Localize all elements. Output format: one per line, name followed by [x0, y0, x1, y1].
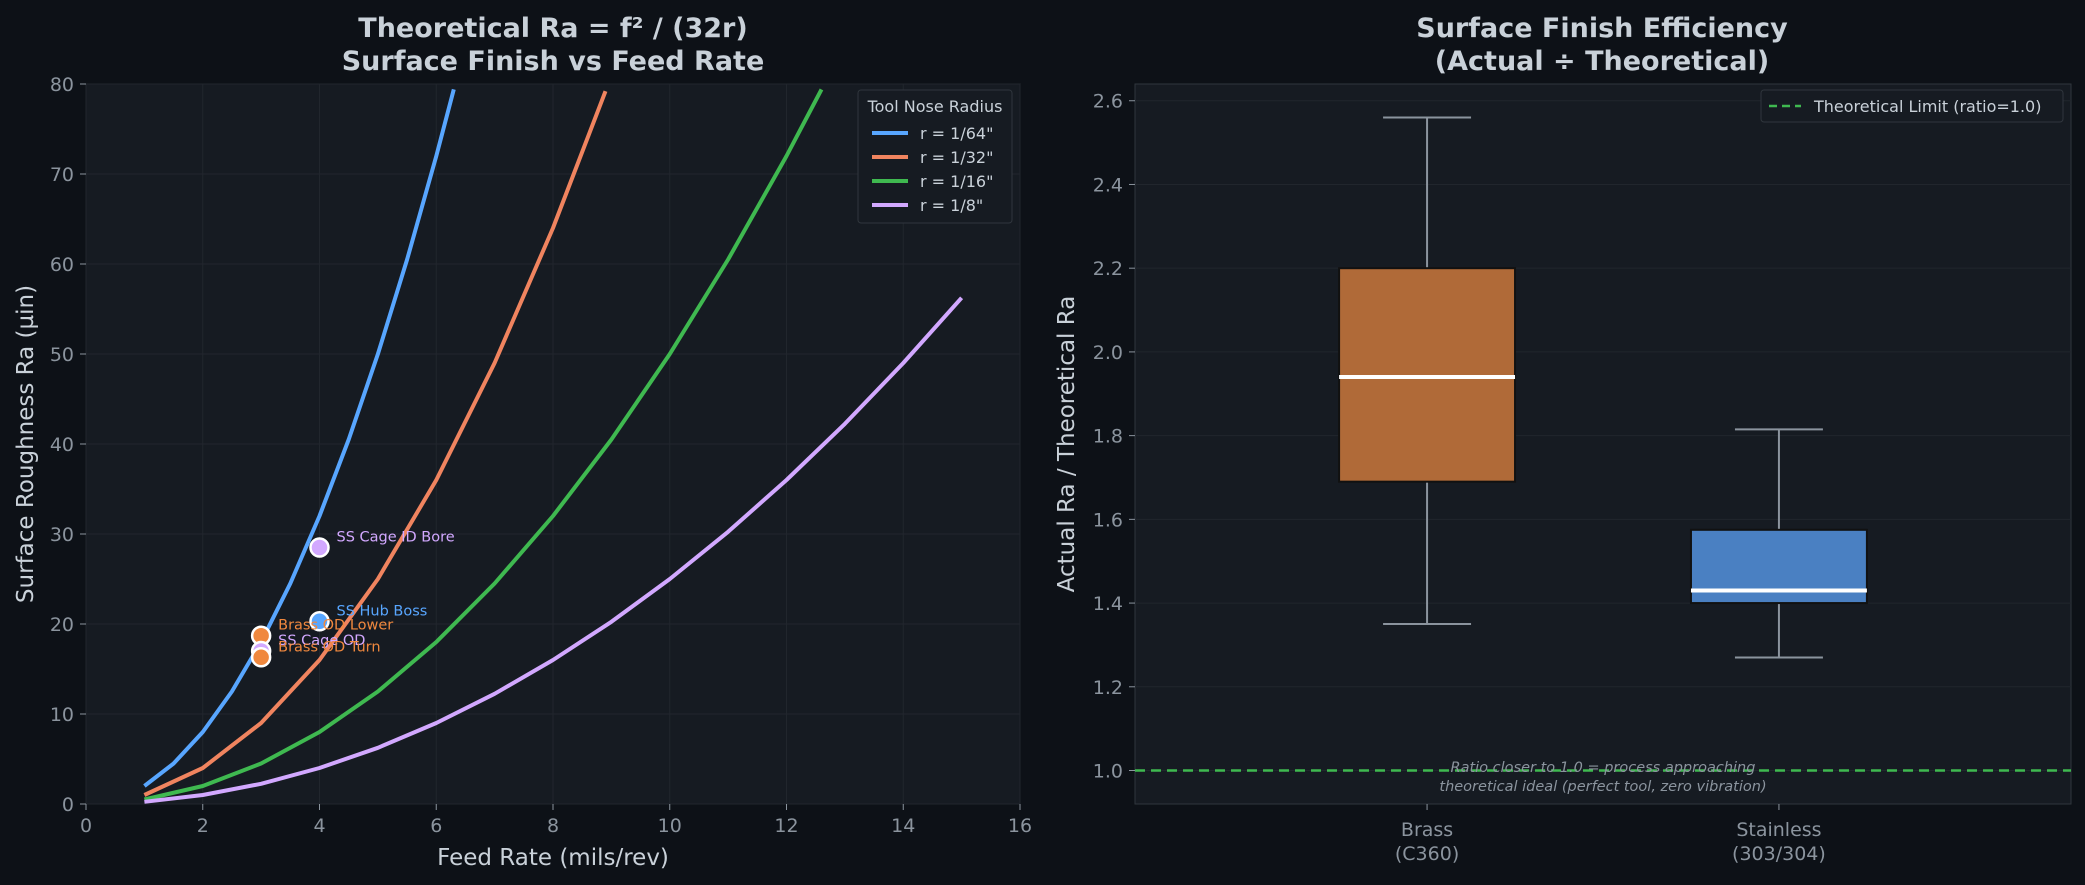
right-plot-area	[1134, 83, 2072, 805]
left-x-tick-label: 4	[313, 815, 325, 837]
left-x-tick-label: 2	[197, 815, 209, 837]
left-y-tick-label: 40	[50, 434, 74, 456]
legend-label-4: r = 1/8"	[920, 196, 983, 215]
legend-label-limit: Theoretical Limit (ratio=1.0)	[1813, 97, 2041, 116]
data-point-label-4: SS Cage OD	[278, 633, 365, 649]
left-legend-title: Tool Nose Radius	[867, 97, 1003, 116]
right-y-tick-label: 1.2	[1093, 677, 1123, 699]
left-x-tick-label: 0	[80, 815, 92, 837]
curve-series-1	[143, 88, 456, 788]
curve-series-3	[143, 88, 824, 802]
category-labels: Brass(C360) Stainless(303/304)	[1395, 804, 1826, 865]
left-legend-box	[857, 89, 1013, 224]
left-x-tick-label: 8	[547, 815, 559, 837]
left-y-axis-label: Surface Roughness Ra (µin)	[13, 285, 39, 603]
data-point-label-3: Brass OD Lower	[278, 618, 393, 634]
data-point-label-5: Brass OD Turn	[278, 639, 380, 655]
data-point-1	[309, 537, 330, 558]
left-y-tick-label: 10	[50, 704, 74, 726]
curve-series-4	[144, 296, 964, 804]
left-x-tick-label: 14	[891, 815, 915, 837]
category-label-1: Brass	[1401, 819, 1453, 841]
right-y-tick-label: 1.8	[1093, 426, 1123, 448]
left-x-tick-label: 10	[658, 815, 682, 837]
left-y-tick-label: 50	[50, 344, 74, 366]
data-point-label-2: SS Hub Boss	[337, 603, 428, 619]
left-x-tick-label: 6	[430, 815, 442, 837]
right-y-tick-label: 1.4	[1093, 593, 1123, 615]
iqr-box	[1338, 267, 1517, 483]
left-x-tick-label: 12	[774, 815, 798, 837]
left-curves	[143, 88, 964, 804]
legend-label-1: r = 1/64"	[920, 124, 993, 143]
right-y-tick-label: 2.2	[1093, 258, 1123, 280]
left-x-tick-label: 16	[1008, 815, 1032, 837]
right-legend-box	[1760, 89, 2064, 123]
legend-label-2: r = 1/32"	[920, 148, 993, 167]
right-y-tick-label: 1.0	[1093, 761, 1123, 783]
efficiency-chart: Surface Finish Efficiency (Actual ÷ Theo…	[1054, 13, 2072, 865]
left-chart-subtitle: Surface Finish vs Feed Rate	[342, 46, 765, 77]
annotation-line-1: Ratio closer to 1.0 = process approachin…	[1451, 760, 1756, 776]
left-chart-title: Theoretical Ra = f² / (32r)	[358, 13, 747, 44]
feed-rate-chart: Theoretical Ra = f² / (32r) Surface Fini…	[13, 13, 1032, 871]
box-1	[1338, 116, 1517, 625]
right-y-tick-label: 2.6	[1093, 91, 1123, 113]
right-chart-subtitle: (Actual ÷ Theoretical)	[1435, 46, 1769, 77]
legend-label-3: r = 1/16"	[920, 172, 993, 191]
left-y-tick-label: 70	[50, 164, 74, 186]
ratio-annotation: Ratio closer to 1.0 = process approachin…	[1439, 760, 1766, 795]
data-point-label-1: SS Cage ID Bore	[337, 530, 455, 546]
right-y-tick-label: 2.4	[1093, 174, 1123, 196]
category-label-2: Stainless	[1736, 819, 1821, 841]
right-y-axis-label: Actual Ra / Theoretical Ra	[1054, 296, 1080, 593]
left-legend: Tool Nose Radius r = 1/64" r = 1/32" r = 1…	[857, 89, 1013, 224]
left-y-tick-label: 60	[50, 254, 74, 276]
annotation-line-2: theoretical ideal (perfect tool, zero vi…	[1439, 779, 1766, 795]
data-point-5	[250, 647, 272, 668]
left-y-tick-label: 80	[50, 74, 74, 96]
left-tick-labels: 0 2 4 6 8 10 12 14 16 0 10 20 30 40 50 60 70 80	[50, 74, 1032, 837]
right-chart-title: Surface Finish Efficiency	[1416, 13, 1788, 44]
category-label-1: (C360)	[1395, 843, 1459, 865]
right-y-tick-label: 2.0	[1093, 342, 1123, 364]
box-2	[1689, 428, 1868, 659]
right-y-tick-label: 1.6	[1093, 509, 1123, 531]
right-legend: Theoretical Limit (ratio=1.0)	[1760, 89, 2064, 123]
data-point-2	[309, 611, 330, 632]
category-label-2: (303/304)	[1732, 843, 1826, 865]
box-plots	[1338, 116, 1868, 659]
left-y-tick-label: 0	[62, 794, 74, 816]
left-y-tick-label: 20	[50, 614, 74, 636]
left-y-tick-label: 30	[50, 524, 74, 546]
left-x-axis-label: Feed Rate (mils/rev)	[437, 845, 669, 871]
right-tick-labels: 1.0 1.2 1.4 1.6 1.8 2.0 2.2 2.4 2.6	[1093, 91, 1135, 783]
curve-series-2	[143, 90, 608, 797]
